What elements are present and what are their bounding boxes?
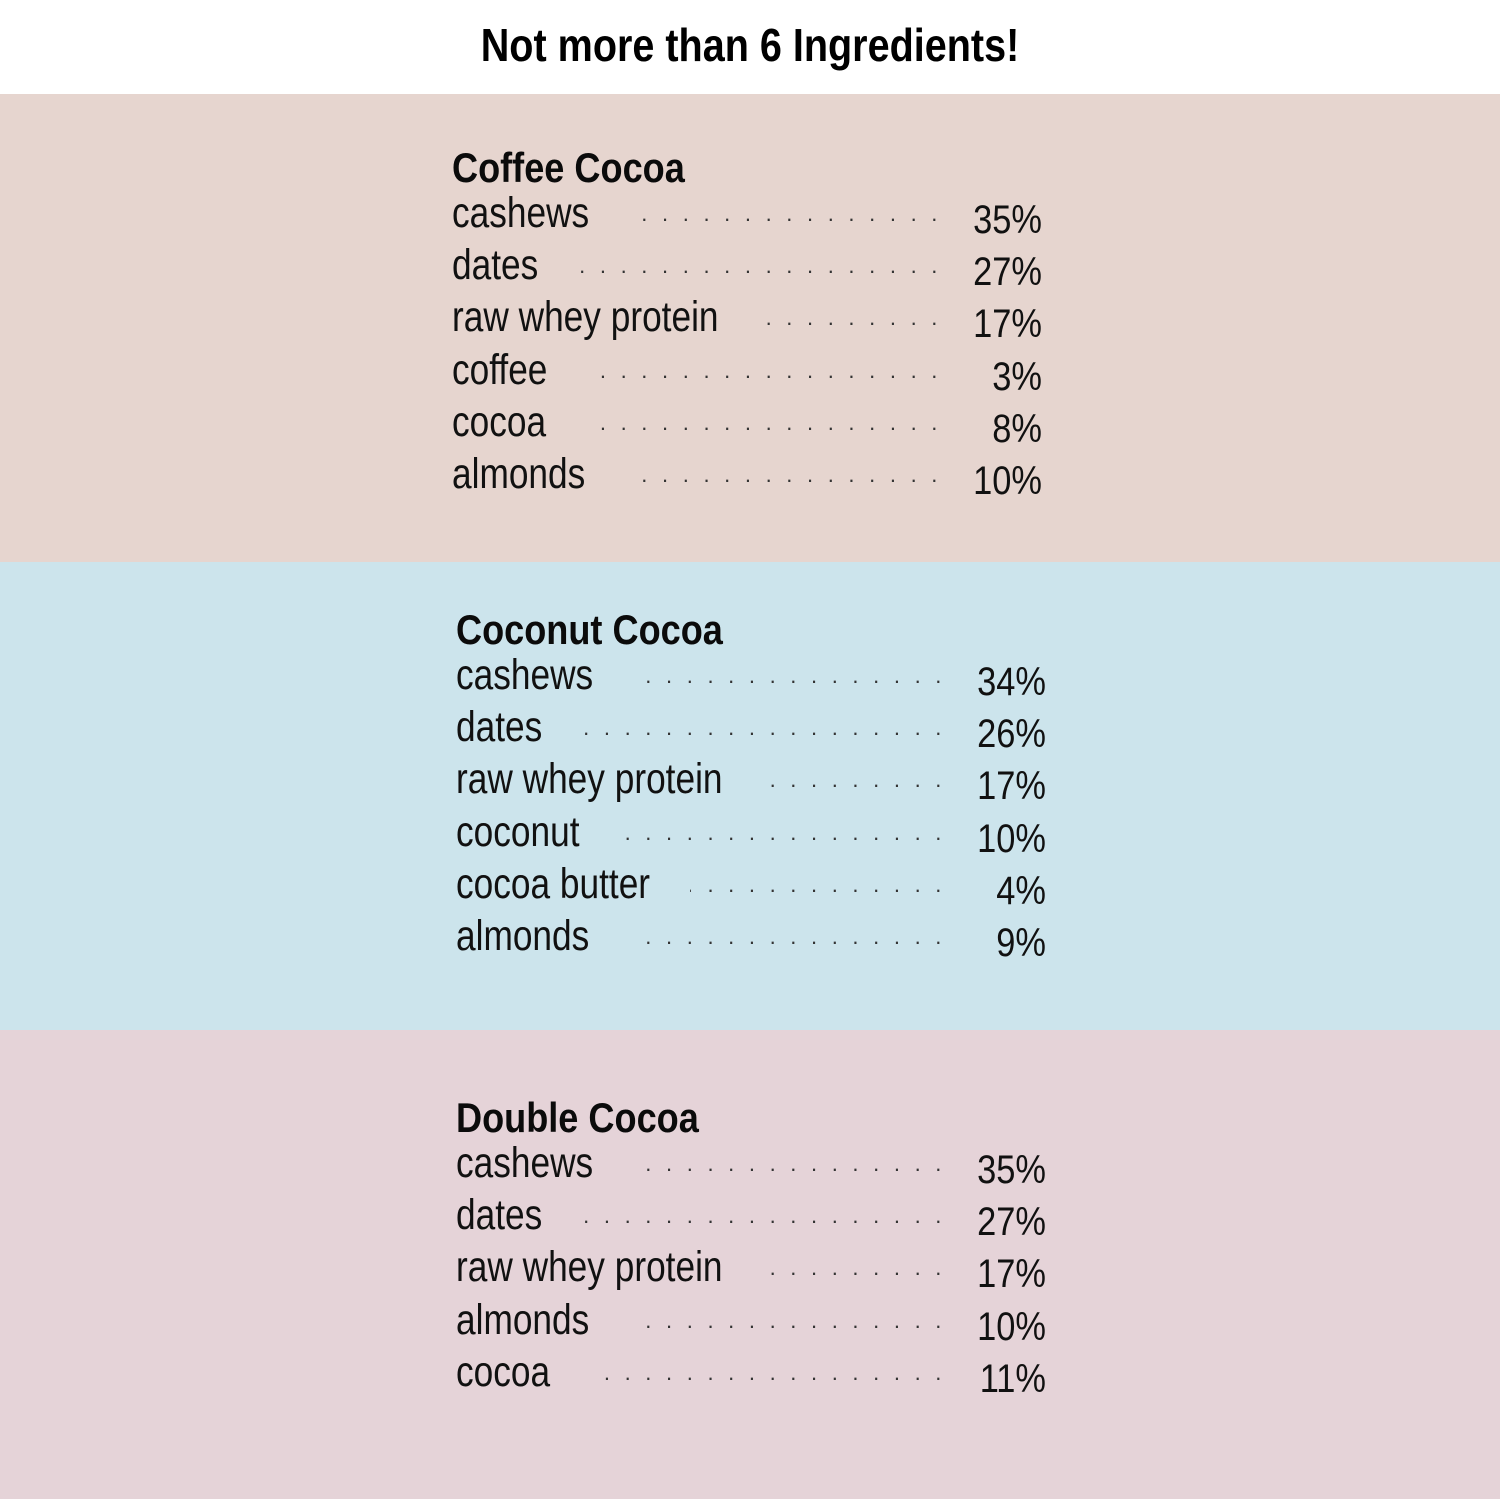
ingredient-row: cocoa butter ...........................…	[456, 860, 1046, 917]
ingredient-percent: 4%	[996, 868, 1046, 913]
dot-leader: ........................................	[690, 871, 956, 897]
ingredient-list: Coconut Cocoa cashews ..................…	[456, 604, 1046, 969]
ingredient-row: almonds ................................…	[452, 450, 1042, 507]
title-bar: Not more than 6 Ingredients!	[0, 0, 1500, 94]
ingredient-row: cashews ................................…	[456, 651, 1046, 708]
ingredient-name: coconut	[456, 807, 580, 856]
ingredient-name: raw whey protein	[452, 293, 719, 342]
coffee-cocoa-section: Coffee Cocoa cashews ...................…	[0, 94, 1500, 562]
ingredient-percent: 9%	[996, 920, 1046, 965]
ingredient-percent: 17%	[977, 1252, 1046, 1297]
ingredient-name: cocoa butter	[456, 859, 651, 908]
ingredient-row: raw whey protein .......................…	[456, 755, 1046, 812]
ingredient-name: coffee	[452, 345, 548, 394]
ingredient-percent: 10%	[973, 458, 1042, 503]
ingredient-row: almonds ................................…	[456, 912, 1046, 969]
ingredient-percent: 17%	[977, 764, 1046, 809]
ingredient-name: cashews	[456, 1139, 594, 1187]
ingredient-row: coconut ................................…	[456, 808, 1046, 865]
product-name: Coffee Cocoa	[452, 144, 685, 191]
double-cocoa-section: Double Cocoa cashews ...................…	[0, 1030, 1500, 1499]
ingredient-row: dates ..................................…	[456, 1191, 1046, 1248]
ingredient-list: Double Cocoa cashews ...................…	[456, 1092, 1046, 1405]
ingredient-percent: 35%	[977, 1148, 1046, 1192]
ingredient-percent: 26%	[977, 712, 1046, 757]
dot-leader: ........................................	[625, 461, 952, 487]
ingredient-row: cocoa ..................................…	[452, 398, 1042, 455]
ingredient-row: dates ..................................…	[452, 241, 1042, 298]
product-name: Double Cocoa	[456, 1094, 699, 1141]
ingredient-percent: 17%	[973, 302, 1042, 347]
ingredient-percent: 35%	[973, 198, 1042, 242]
ingredient-name: dates	[452, 241, 539, 290]
dot-leader: ........................................	[582, 1203, 956, 1229]
ingredient-percent: 3%	[992, 354, 1042, 399]
dot-leader: ........................................	[633, 663, 956, 688]
ingredient-percent: 10%	[977, 816, 1046, 861]
dot-leader: ........................................	[633, 1151, 956, 1176]
ingredient-percent: 27%	[977, 1200, 1046, 1245]
ingredient-name: almonds	[456, 911, 590, 960]
ingredient-percent: 10%	[977, 1304, 1046, 1349]
ingredient-row: coffee .................................…	[452, 346, 1042, 403]
ingredient-name: raw whey protein	[456, 1243, 723, 1292]
product-name: Coconut Cocoa	[456, 606, 723, 653]
ingredient-row: almonds ................................…	[456, 1296, 1046, 1353]
ingredient-percent: 11%	[979, 1356, 1046, 1401]
ingredient-name: raw whey protein	[456, 755, 723, 804]
ingredient-percent: 27%	[973, 250, 1042, 295]
ingredient-row: cashews ................................…	[456, 1139, 1046, 1196]
dot-leader: ........................................	[629, 1307, 956, 1333]
ingredient-name: dates	[456, 703, 543, 752]
ingredient-row: cocoa ..................................…	[456, 1348, 1046, 1405]
ingredient-name: almonds	[456, 1295, 590, 1344]
ingredient-row: raw whey protein .......................…	[456, 1243, 1046, 1300]
ingredient-name: almonds	[452, 449, 586, 498]
dot-leader: ........................................	[758, 305, 952, 331]
dot-leader: ........................................	[587, 357, 952, 383]
ingredient-name: cocoa	[452, 397, 547, 446]
dot-leader: ........................................	[762, 767, 956, 793]
dot-leader: ........................................	[582, 715, 956, 741]
ingredient-name: cashews	[456, 651, 594, 699]
ingredient-row: cashews ................................…	[452, 189, 1042, 246]
dot-leader: ........................................	[629, 923, 956, 949]
dot-leader: ........................................	[590, 1359, 956, 1385]
ingredient-list: Coffee Cocoa cashews ...................…	[452, 142, 1042, 507]
coconut-cocoa-section: Coconut Cocoa cashews ..................…	[0, 562, 1500, 1030]
ingredient-name: cashews	[452, 189, 590, 237]
ingredient-row: raw whey protein .......................…	[452, 293, 1042, 350]
dot-leader: ........................................	[620, 819, 956, 845]
dot-leader: ........................................	[586, 409, 952, 435]
ingredient-row: dates ..................................…	[456, 703, 1046, 760]
dot-leader: ........................................	[762, 1255, 956, 1281]
ingredient-percent: 8%	[992, 406, 1042, 451]
ingredient-percent: 34%	[977, 660, 1046, 704]
ingredient-name: cocoa	[456, 1347, 551, 1396]
ingredient-name: dates	[456, 1191, 543, 1240]
dot-leader: ........................................	[578, 253, 952, 279]
dot-leader: ........................................	[629, 201, 952, 226]
page-title: Not more than 6 Ingredients!	[480, 19, 1020, 71]
